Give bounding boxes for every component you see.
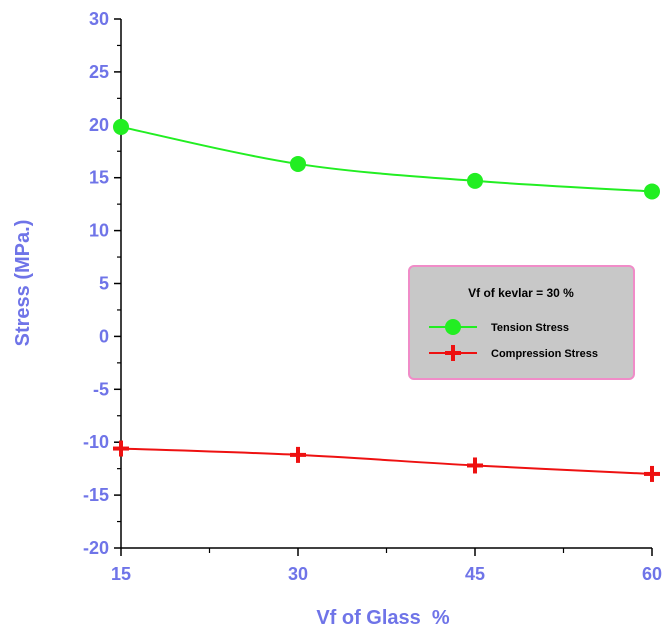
tension-series-line	[120, 125, 653, 193]
y-tick-label: -15	[83, 485, 109, 505]
compression-series-line	[120, 447, 653, 475]
tension-data-point	[644, 183, 660, 200]
series-layer	[113, 118, 660, 482]
legend-entries: Tension Stress Compression Stress	[429, 319, 598, 361]
y-tick-label: -5	[93, 379, 109, 399]
compression-data-point	[113, 440, 129, 457]
y-tick-label: 10	[89, 221, 109, 241]
compression-legend-marker	[445, 345, 461, 361]
x-tick-label: 45	[465, 564, 485, 584]
x-axis-title: Vf of Glass %	[316, 607, 450, 629]
y-tick-label: 25	[89, 62, 109, 82]
compression-data-point	[644, 465, 660, 482]
tension-data-point	[290, 155, 306, 172]
tension-data-point	[113, 118, 129, 135]
legend: Vf of kevlar = 30 % Tension Stress Compre…	[408, 265, 635, 380]
legend-title: Vf of kevlar = 30 %	[468, 286, 574, 300]
x-tick-label: 30	[288, 564, 308, 584]
tension-legend-label: Tension Stress	[491, 322, 569, 334]
tension-legend-marker	[445, 319, 461, 335]
x-tick-label: 60	[642, 564, 662, 584]
y-tick-label: -20	[83, 538, 109, 558]
y-tick-label: 0	[99, 326, 109, 346]
tension-data-point	[467, 172, 483, 189]
y-tick-label: 30	[89, 9, 109, 29]
y-axis-title: Stress (MPa.)	[12, 220, 34, 347]
compression-legend-label: Compression Stress	[491, 348, 598, 360]
x-axis-ticks: 15 30 45 60	[111, 548, 662, 584]
y-tick-label: 20	[89, 115, 109, 135]
y-tick-label: -10	[83, 432, 109, 452]
y-tick-label: 15	[89, 168, 109, 188]
y-axis-ticks: -20 -15 -10 -5 0 5 10 15 20 25 30	[83, 9, 121, 558]
legend-box	[408, 265, 635, 380]
compression-data-point	[467, 457, 483, 474]
compression-data-point	[290, 446, 306, 463]
y-tick-label: 5	[99, 274, 109, 294]
x-tick-label: 15	[111, 564, 131, 584]
